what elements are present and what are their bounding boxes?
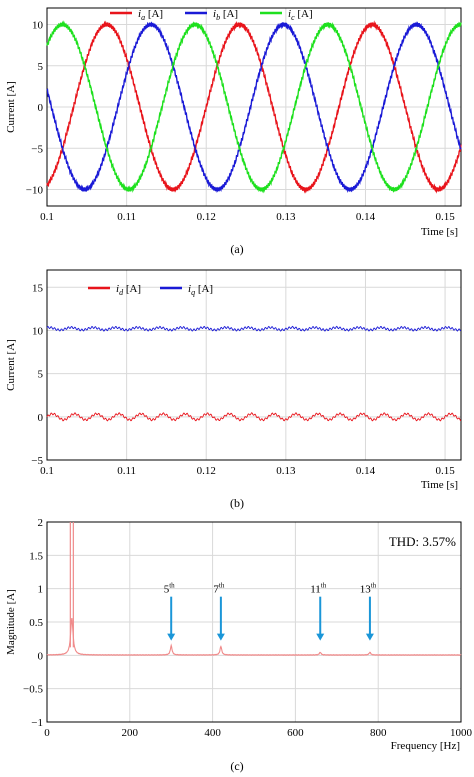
legend-label: ib [A] bbox=[213, 8, 238, 22]
x-tick-label: 0.12 bbox=[197, 465, 216, 477]
x-tick-label: 0.11 bbox=[117, 465, 136, 477]
series-line-d bbox=[46, 412, 462, 422]
panel-c-xticks: 0 200 400 600 800 1000 bbox=[44, 727, 472, 739]
panel-a-xticks: 0.1 0.11 0.12 0.13 0.14 0.15 bbox=[40, 211, 455, 223]
y-tick-label: 0 bbox=[38, 650, 44, 662]
legend-label: ia [A] bbox=[138, 8, 163, 22]
y-tick-label: 1 bbox=[38, 584, 44, 596]
panel-b-grid bbox=[46, 270, 461, 461]
x-tick-label: 0.1 bbox=[40, 465, 54, 477]
thd-annotation: THD: 3.57% bbox=[389, 534, 456, 549]
panel-b-ylabel: Current [A] bbox=[5, 339, 17, 391]
harmonic-arrowhead bbox=[216, 633, 225, 641]
series-line-a bbox=[46, 20, 462, 194]
y-tick-label: 5 bbox=[38, 369, 44, 381]
panel-c-series bbox=[46, 522, 462, 656]
x-tick-label: 0.14 bbox=[356, 211, 376, 223]
y-tick-label: 0.5 bbox=[29, 617, 43, 629]
panel-b: 0.1 0.11 0.12 0.13 0.14 0.15 15 10 5 0 −5 Current… bbox=[5, 269, 462, 491]
panel-a-ylabel: Current [A] bbox=[5, 81, 17, 133]
x-tick-label: 0.15 bbox=[435, 465, 455, 477]
caption-b: (b) bbox=[230, 496, 244, 510]
x-tick-label: 200 bbox=[122, 727, 139, 739]
panel-c-yticks: 2 1.5 1 0.5 0 −0.5 −1 bbox=[23, 517, 43, 729]
panel-b-frame bbox=[46, 269, 462, 461]
panel-a-frame bbox=[46, 7, 462, 207]
harmonic-arrowhead bbox=[316, 633, 325, 641]
y-tick-label: 10 bbox=[32, 325, 44, 337]
panel-c-xlabel: Frequency [Hz] bbox=[391, 740, 460, 752]
legend-label: id [A] bbox=[116, 283, 141, 297]
series-line-b bbox=[46, 21, 462, 193]
y-tick-label: 2 bbox=[38, 517, 44, 529]
panel-a-legend: ia [A] ib [A] ic [A] bbox=[110, 8, 313, 22]
panel-c-frame bbox=[46, 521, 462, 723]
y-tick-label: 0 bbox=[38, 102, 44, 114]
panel-a-grid bbox=[46, 8, 461, 206]
panel-c-harmonics: 5th 7th 11th 13th bbox=[164, 582, 377, 641]
x-tick-label: 0.12 bbox=[197, 211, 216, 223]
panel-b-xticks: 0.1 0.11 0.12 0.13 0.14 0.15 bbox=[40, 465, 455, 477]
harmonic-label: 5th bbox=[164, 582, 175, 596]
x-tick-label: 0.13 bbox=[276, 211, 296, 223]
harmonic-label: 7th bbox=[213, 582, 224, 596]
y-tick-label: 10 bbox=[32, 20, 44, 32]
y-tick-label: −1 bbox=[31, 717, 43, 729]
panel-a-xlabel: Time [s] bbox=[421, 226, 458, 238]
panel-c-grid bbox=[46, 521, 462, 723]
y-tick-label: −5 bbox=[31, 455, 43, 467]
x-tick-label: 0.13 bbox=[276, 465, 296, 477]
caption-a: (a) bbox=[230, 242, 243, 256]
y-tick-label: −10 bbox=[26, 185, 44, 197]
harmonic-label: 11th bbox=[310, 582, 327, 596]
panel-c: 0 200 400 600 800 1000 2 1.5 1 0.5 0 −0.5 −1 5th 7th… bbox=[5, 517, 473, 752]
panel-b-yticks: 15 10 5 0 −5 bbox=[31, 282, 43, 467]
series-line-q bbox=[46, 325, 462, 332]
panel-c-ylabel: Magnitude [A] bbox=[5, 589, 17, 655]
x-tick-label: 0.15 bbox=[435, 211, 455, 223]
y-tick-label: 0 bbox=[38, 412, 44, 424]
x-tick-label: 800 bbox=[370, 727, 387, 739]
panel-b-series bbox=[46, 325, 462, 422]
panel-a-yticks: 10 5 0 −5 −10 bbox=[26, 20, 44, 197]
spectrum-line bbox=[46, 617, 462, 656]
x-tick-label: 600 bbox=[287, 727, 304, 739]
y-tick-label: 15 bbox=[32, 282, 44, 294]
y-tick-label: −0.5 bbox=[23, 684, 43, 696]
legend-label: ic [A] bbox=[288, 8, 313, 22]
harmonic-arrowhead bbox=[365, 633, 374, 641]
panel-a: 0.1 0.11 0.12 0.13 0.14 0.15 10 5 0 −5 −10 Curren… bbox=[5, 7, 462, 238]
x-tick-label: 0 bbox=[44, 727, 50, 739]
y-tick-label: 5 bbox=[38, 61, 44, 73]
harmonic-arrowhead bbox=[167, 633, 176, 641]
y-tick-label: 1.5 bbox=[29, 550, 43, 562]
y-tick-label: −5 bbox=[31, 143, 43, 155]
panel-a-series bbox=[46, 20, 462, 194]
x-tick-label: 0.1 bbox=[40, 211, 54, 223]
x-tick-label: 400 bbox=[204, 727, 221, 739]
x-tick-label: 0.11 bbox=[117, 211, 136, 223]
panel-b-legend: id [A] iq [A] bbox=[88, 283, 213, 297]
harmonic-label: 13th bbox=[360, 582, 377, 596]
x-tick-label: 1000 bbox=[450, 727, 473, 739]
legend-label: iq [A] bbox=[188, 283, 213, 297]
series-line-c bbox=[46, 20, 462, 194]
panel-b-xlabel: Time [s] bbox=[421, 479, 458, 491]
x-tick-label: 0.14 bbox=[356, 465, 376, 477]
caption-c: (c) bbox=[230, 759, 243, 773]
